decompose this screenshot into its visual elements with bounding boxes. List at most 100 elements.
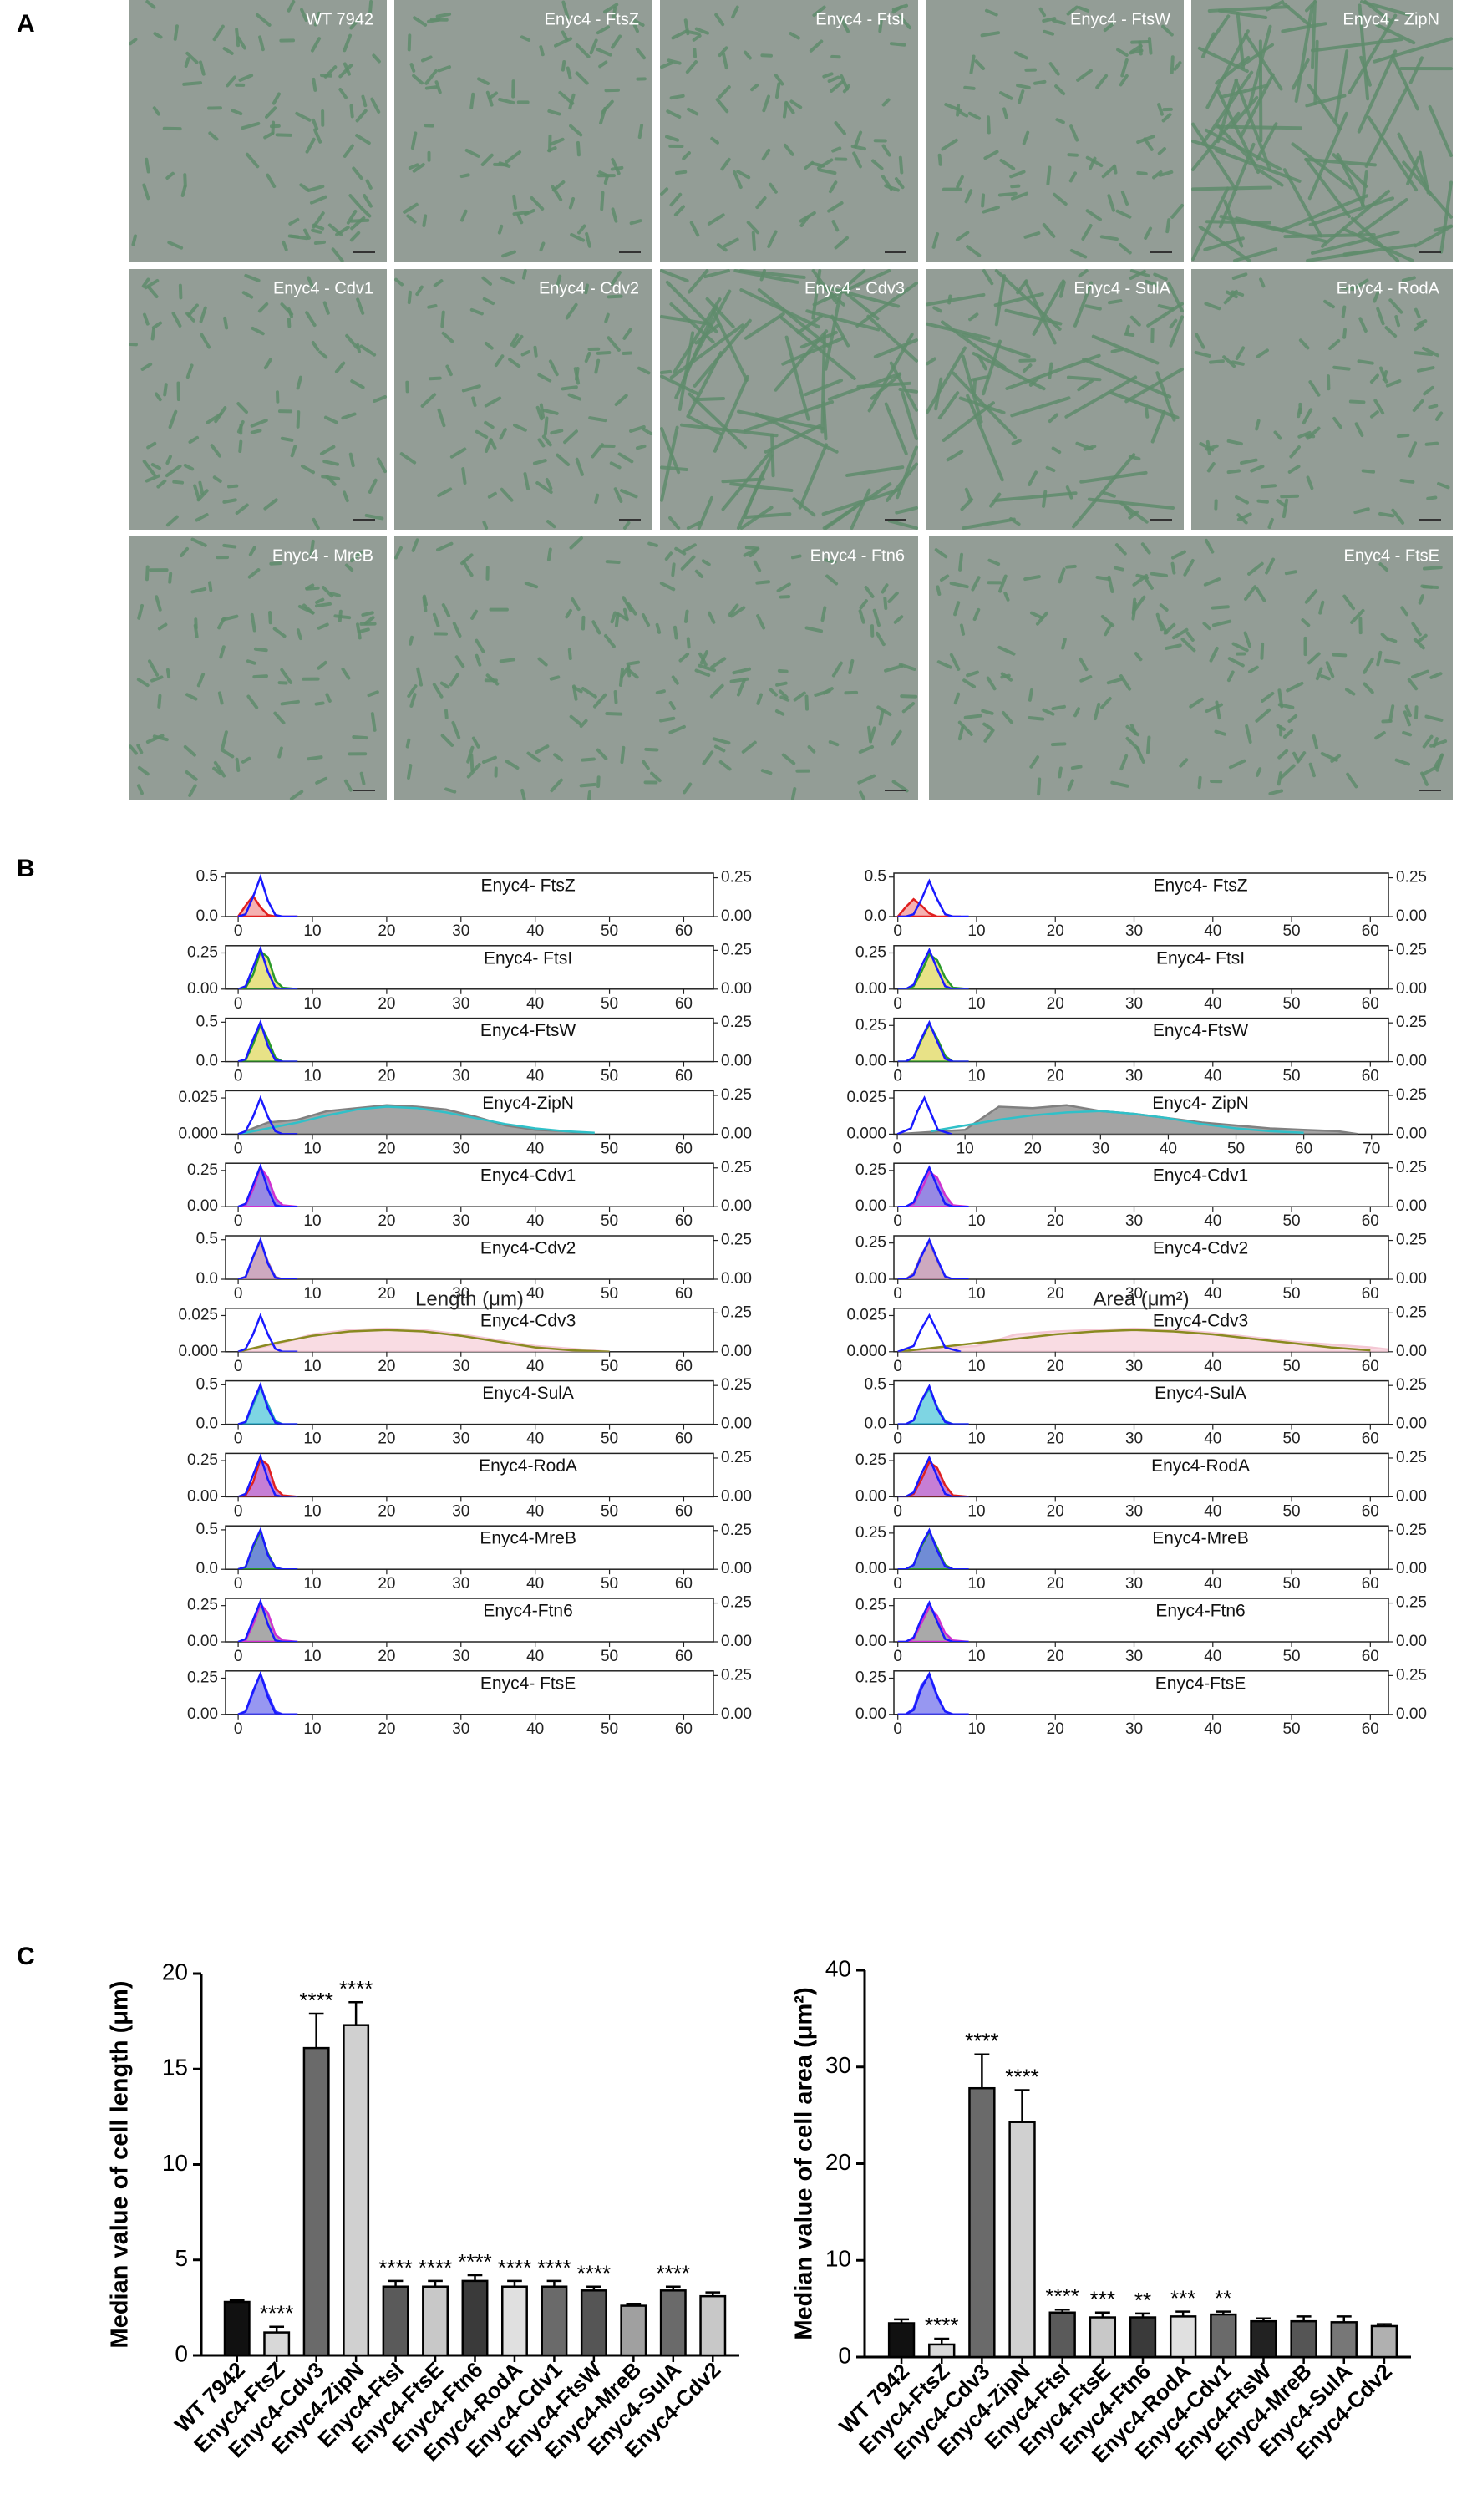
cell [344,563,354,572]
subplot-label: Enyc4-MreB [480,1529,576,1548]
cell [311,340,320,352]
micrograph-label: Enyc4 - SulA [1073,279,1170,297]
cell [187,303,199,318]
cell [334,361,346,373]
cell [1422,566,1443,571]
cell [1235,216,1327,244]
cell [1110,780,1129,788]
micrograph-label: WT 7942 [306,10,373,28]
bar [968,2086,996,2359]
cell [1255,419,1261,431]
cell [718,46,728,58]
x-tick-label: 20 [378,995,395,1013]
cell [876,705,892,717]
cell [1346,772,1358,789]
x-tick-label: 0 [234,1285,243,1303]
cell [1128,455,1141,461]
cell [345,333,358,349]
subplot-label: Enyc4-SulA [1155,1384,1246,1403]
x-tick-label: 30 [452,1720,469,1738]
x-tick-label: 40 [526,1285,544,1303]
cell [774,74,784,86]
cell [1095,575,1111,582]
cell [926,357,936,366]
cell [1394,315,1401,328]
cell [1378,511,1395,518]
cell [1245,724,1252,744]
cell [184,57,190,68]
cell [1426,495,1438,500]
cell [352,735,368,740]
cell [1396,433,1410,439]
cell [775,681,788,687]
cell [476,77,490,85]
cell [581,615,586,631]
x-tick-label: 10 [967,1648,985,1665]
density-curve [237,1598,298,1642]
micrograph: WT 7942 [129,0,387,262]
cell [964,189,973,204]
cell [1023,575,1041,582]
cell [236,402,248,414]
cell [325,475,337,486]
cell [376,457,387,474]
cell [312,211,325,229]
y2-tick-label: 0.25 [1396,1303,1427,1321]
y-tick-label: 0.00 [855,1705,886,1723]
cell [1169,315,1184,348]
cell [231,109,243,116]
cell [1332,416,1342,429]
y-tick-label: 0.0 [196,1053,218,1070]
panel-label: B [17,855,35,882]
x-tick-label: 40 [526,1068,544,1085]
curves [237,1095,595,1135]
x-tick-label: 30 [452,1648,469,1665]
cell [343,144,354,158]
cell [629,424,646,433]
cell [1363,657,1374,674]
cell [1130,40,1150,44]
cell [185,693,198,701]
cell [1267,517,1274,530]
y2-tick-label: 0.00 [1396,1197,1427,1215]
cell [532,459,547,465]
cell [338,64,353,79]
cell [484,396,502,408]
cell [776,582,791,592]
y2-tick-label: 0.00 [1396,1343,1427,1360]
cell [864,586,875,598]
cell [1247,665,1259,673]
x-tick-label: 50 [1282,922,1300,940]
x-tick-label: 60 [1362,1502,1379,1520]
x-tick-label: 50 [1282,1720,1300,1738]
bar [659,2289,687,2357]
cell [707,213,725,226]
cell [1185,631,1195,642]
cell [250,612,256,633]
cell [1143,137,1154,151]
bar [1290,2319,1317,2359]
x-tick-label: 10 [967,1212,985,1230]
micrograph: Enyc4 - Ftn6 [394,536,918,800]
cell [1079,470,1148,484]
cell [659,716,676,723]
cell [870,159,884,170]
cell [889,361,918,412]
density-curve [897,1237,969,1279]
cell [1416,366,1435,373]
cell [682,543,697,553]
cell [323,415,338,424]
x-tick-label: 30 [1125,1720,1143,1738]
x-tick-label: 0 [893,1285,902,1303]
cell [1065,564,1077,569]
cell [300,8,308,23]
y2-tick-label: 0.00 [721,1125,752,1142]
x-tick-label: 0 [234,1648,243,1665]
density-curve [897,1019,969,1062]
cell [1079,657,1089,672]
cell [1421,765,1439,776]
cell [958,110,969,118]
cell [982,339,1002,396]
y-tick-label: 0.25 [855,1524,886,1542]
